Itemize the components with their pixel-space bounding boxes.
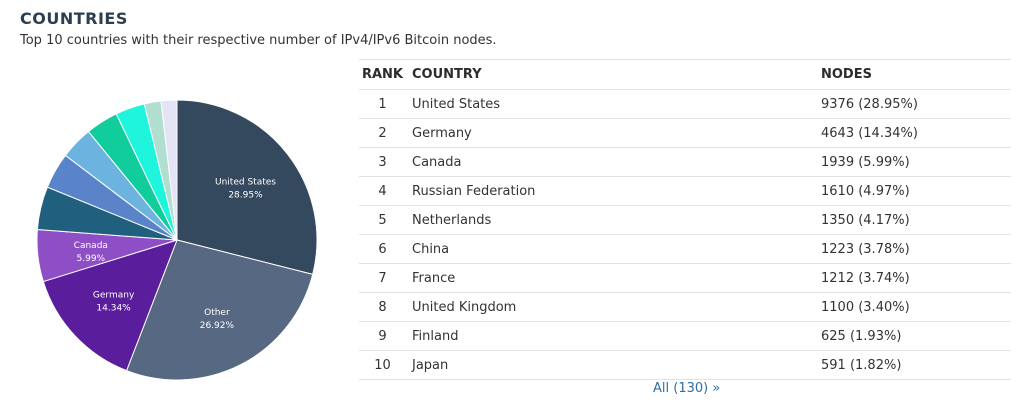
pie-slice-japan bbox=[160, 99, 178, 241]
rank-cell: 5 bbox=[359, 205, 406, 235]
nodes-column-header: NODES bbox=[821, 59, 1011, 90]
rank-cell: 9 bbox=[359, 321, 406, 351]
nodes-cell: 1223 (3.78%) bbox=[821, 234, 1011, 264]
nodes-cell: 4643 (14.34%) bbox=[821, 118, 1011, 148]
pie-slice-label: United States bbox=[215, 178, 276, 188]
pie-slice-percent: 14.34% bbox=[96, 303, 131, 313]
country-cell: Japan bbox=[406, 350, 821, 380]
country-cell: United Kingdom bbox=[406, 292, 821, 322]
table-row: 9 Finland 625 (1.93%) bbox=[359, 321, 1011, 351]
country-cell: United States bbox=[406, 89, 821, 119]
table-row: 7 France 1212 (3.74%) bbox=[359, 263, 1011, 293]
page-title: COUNTRIES bbox=[20, 9, 128, 28]
country-cell: France bbox=[406, 263, 821, 293]
nodes-cell: 1610 (4.97%) bbox=[821, 176, 1011, 206]
rank-cell: 6 bbox=[359, 234, 406, 264]
country-cell: Finland bbox=[406, 321, 821, 351]
country-cell: China bbox=[406, 234, 821, 264]
rank-cell: 7 bbox=[359, 263, 406, 293]
table-row: 10 Japan 591 (1.82%) bbox=[359, 350, 1011, 380]
table-row: 2 Germany 4643 (14.34%) bbox=[359, 118, 1011, 148]
pie-slice-percent: 26.92% bbox=[200, 321, 235, 331]
table-row: 1 United States 9376 (28.95%) bbox=[359, 89, 1011, 119]
pie-slice-label: Canada bbox=[74, 241, 108, 251]
pie-slice-percent: 5.99% bbox=[77, 254, 106, 264]
pie-slice-germany bbox=[42, 239, 178, 372]
nodes-cell: 625 (1.93%) bbox=[821, 321, 1011, 351]
page-subtitle: Top 10 countries with their respective n… bbox=[20, 33, 497, 48]
country-column-header: COUNTRY bbox=[406, 59, 821, 90]
pie-slice-united-states bbox=[176, 99, 318, 275]
pie-slice-percent: 28.95% bbox=[228, 191, 263, 201]
countries-pie-chart: United States 28.95% Other 26.92% Germany 14.… bbox=[36, 99, 318, 381]
table-row: 4 Russian Federation 1610 (4.97%) bbox=[359, 176, 1011, 206]
table-row: 8 United Kingdom 1100 (3.40%) bbox=[359, 292, 1011, 322]
country-cell: Netherlands bbox=[406, 205, 821, 235]
country-cell: Canada bbox=[406, 147, 821, 177]
nodes-cell: 1350 (4.17%) bbox=[821, 205, 1011, 235]
nodes-cell: 1100 (3.40%) bbox=[821, 292, 1011, 322]
pie-slice-label: Germany bbox=[93, 290, 135, 300]
rank-cell: 1 bbox=[359, 89, 406, 119]
rank-cell: 10 bbox=[359, 350, 406, 380]
table-header-row: RANK COUNTRY NODES bbox=[359, 59, 1011, 90]
pie-slice-other bbox=[125, 239, 314, 381]
rank-cell: 4 bbox=[359, 176, 406, 206]
country-cell: Russian Federation bbox=[406, 176, 821, 206]
nodes-cell: 1212 (3.74%) bbox=[821, 263, 1011, 293]
nodes-cell: 591 (1.82%) bbox=[821, 350, 1011, 380]
table-row: 3 Canada 1939 (5.99%) bbox=[359, 147, 1011, 177]
rank-cell: 2 bbox=[359, 118, 406, 148]
rank-cell: 3 bbox=[359, 147, 406, 177]
rank-column-header: RANK bbox=[359, 59, 406, 90]
table-row: 5 Netherlands 1350 (4.17%) bbox=[359, 205, 1011, 235]
all-countries-link[interactable]: All (130) » bbox=[653, 381, 721, 396]
rank-cell: 8 bbox=[359, 292, 406, 322]
pie-slice-label: Other bbox=[204, 308, 230, 318]
nodes-cell: 1939 (5.99%) bbox=[821, 147, 1011, 177]
countries-table: RANK COUNTRY NODES 1 United States 9376 … bbox=[359, 59, 1011, 380]
country-cell: Germany bbox=[406, 118, 821, 148]
nodes-cell: 9376 (28.95%) bbox=[821, 89, 1011, 119]
table-row: 6 China 1223 (3.78%) bbox=[359, 234, 1011, 264]
